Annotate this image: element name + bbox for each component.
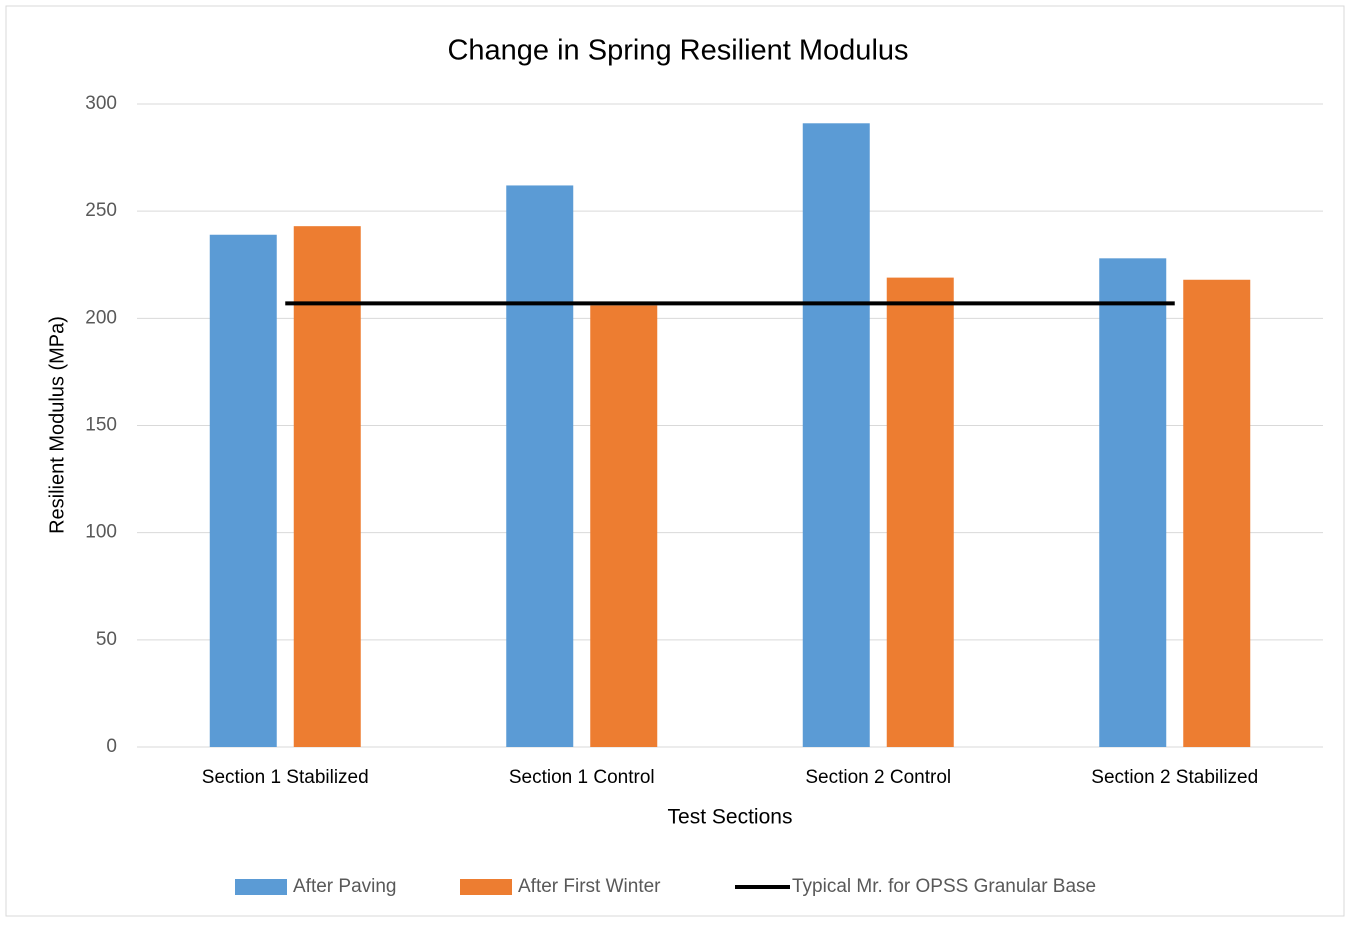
bar xyxy=(293,226,361,748)
y-tick-label: 100 xyxy=(85,522,117,543)
bar xyxy=(1183,279,1251,747)
x-tick-label: Section 2 Stabilized xyxy=(1091,767,1258,788)
chart-title: Change in Spring Resilient Modulus xyxy=(447,35,908,67)
legend-label: After First Winter xyxy=(518,876,661,897)
legend-swatch xyxy=(235,879,287,895)
legend-swatch xyxy=(460,879,512,895)
x-tick-label: Section 1 Control xyxy=(509,767,655,788)
y-tick-label: 0 xyxy=(106,736,117,757)
bar xyxy=(209,234,277,747)
y-tick-label: 250 xyxy=(85,200,117,221)
x-tick-label: Section 2 Control xyxy=(805,767,951,788)
y-tick-label: 50 xyxy=(96,629,117,650)
y-axis-title: Resilient Modulus (MPa) xyxy=(46,316,68,534)
y-tick-label: 150 xyxy=(85,415,117,436)
bar xyxy=(506,185,574,748)
y-tick-label: 200 xyxy=(85,307,117,328)
legend-label: After Paving xyxy=(293,876,397,897)
bar xyxy=(590,305,658,747)
bar xyxy=(802,123,870,748)
x-tick-label: Section 1 Stabilized xyxy=(202,767,369,788)
legend-label: Typical Mr. for OPSS Granular Base xyxy=(792,876,1096,897)
bar xyxy=(1099,258,1167,747)
bar xyxy=(886,277,954,747)
y-tick-label: 300 xyxy=(85,93,117,114)
x-axis-title: Test Sections xyxy=(668,806,793,829)
